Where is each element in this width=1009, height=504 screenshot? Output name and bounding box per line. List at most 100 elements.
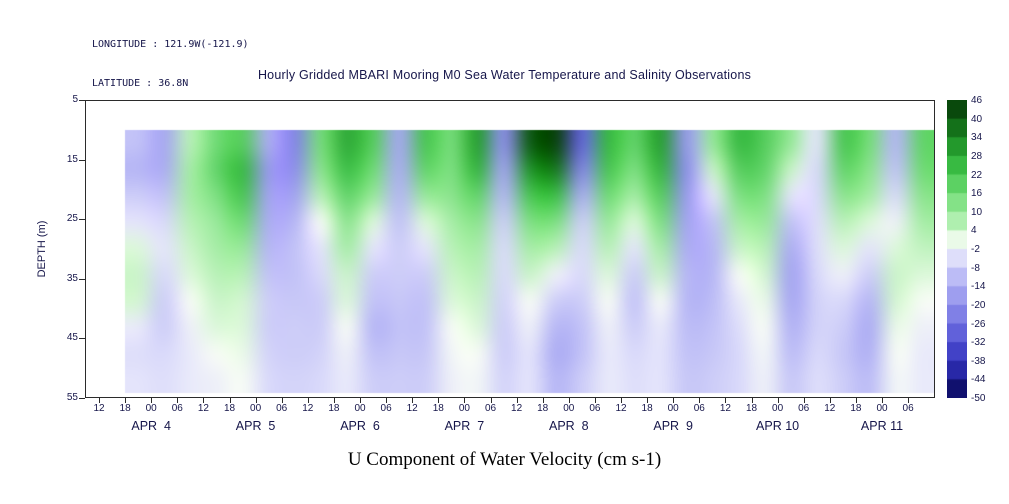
x-tick-label: 12 bbox=[197, 403, 209, 414]
colorbar-tick-label: -8 bbox=[971, 262, 980, 274]
x-tick-label: 00 bbox=[354, 403, 366, 414]
colorbar-tick-label: -20 bbox=[971, 299, 986, 311]
x-tick-mark bbox=[725, 398, 727, 403]
colorbar-tick-label: -50 bbox=[971, 393, 986, 404]
x-tick-label: 00 bbox=[145, 403, 157, 414]
x-date-label: APR 8 bbox=[548, 419, 589, 433]
x-tick-label: 06 bbox=[380, 403, 392, 414]
x-tick-label: 18 bbox=[745, 403, 758, 414]
y-tick-label: 55 bbox=[66, 392, 78, 403]
x-tick-label: 00 bbox=[876, 403, 888, 414]
x-tick-label: 06 bbox=[171, 403, 183, 414]
x-tick-mark bbox=[803, 398, 805, 403]
x-tick-mark bbox=[255, 398, 257, 403]
colorbar-tick-label: 4 bbox=[971, 225, 977, 237]
colorbar-tick-label: -32 bbox=[971, 337, 986, 349]
latitude-label: LATITUDE : 36.8N bbox=[92, 78, 189, 89]
y-tick-label: 25 bbox=[66, 213, 78, 225]
x-date-label: APR 5 bbox=[235, 419, 276, 433]
x-tick-mark bbox=[281, 398, 283, 403]
x-date-label: APR 11 bbox=[860, 419, 904, 433]
x-tick-mark bbox=[151, 398, 153, 403]
x-tick-label: 12 bbox=[406, 403, 418, 414]
x-tick-label: 06 bbox=[693, 403, 705, 414]
x-tick-label: 18 bbox=[223, 403, 236, 414]
x-date-label: APR 4 bbox=[131, 419, 171, 433]
colorbar-tick-label: 34 bbox=[971, 132, 983, 144]
colorbar-tick-label: -38 bbox=[971, 355, 986, 367]
chart-title: Hourly Gridded MBARI Mooring M0 Sea Wate… bbox=[257, 68, 752, 82]
x-tick-mark bbox=[594, 398, 596, 403]
x-tick-mark bbox=[777, 398, 779, 403]
x-tick-label: 12 bbox=[511, 403, 523, 414]
x-tick-mark bbox=[516, 398, 518, 403]
x-tick-mark bbox=[229, 398, 231, 403]
x-date-label: APR 6 bbox=[340, 419, 380, 433]
x-tick-label: 00 bbox=[563, 403, 575, 414]
x-tick-mark bbox=[125, 398, 127, 403]
y-tick-label: 35 bbox=[66, 272, 78, 284]
x-tick-label: 18 bbox=[328, 403, 340, 414]
x-tick-mark bbox=[542, 398, 544, 403]
x-tick-label: 06 bbox=[798, 403, 810, 414]
colorbar-tick-label: -26 bbox=[971, 318, 986, 330]
x-tick-label: 12 bbox=[302, 403, 314, 414]
colorbar-tick-label: 16 bbox=[971, 188, 983, 200]
x-tick-mark bbox=[882, 398, 883, 403]
colorbar-tick-label: -14 bbox=[971, 281, 986, 293]
x-tick-mark bbox=[203, 398, 205, 403]
x-tick-mark bbox=[490, 398, 492, 403]
x-tick-label: 12 bbox=[615, 403, 627, 414]
y-tick-label: 5 bbox=[72, 94, 78, 105]
colorbar-tick-label: 28 bbox=[971, 150, 983, 162]
x-tick-label: 06 bbox=[902, 403, 914, 414]
x-tick-mark bbox=[333, 398, 335, 403]
x-tick-label: 06 bbox=[276, 403, 288, 414]
x-tick-mark bbox=[751, 398, 753, 403]
x-tick-mark bbox=[699, 398, 701, 403]
x-tick-label: 12 bbox=[824, 403, 836, 414]
longitude-label: LONGITUDE : 121.9W(-121.9) bbox=[92, 39, 249, 50]
x-tick-label: 18 bbox=[432, 403, 444, 414]
x-tick-mark bbox=[307, 398, 309, 403]
x-tick-mark bbox=[177, 398, 179, 403]
x-date-label: APR 10 bbox=[756, 419, 800, 433]
x-tick-label: 00 bbox=[458, 403, 470, 414]
x-date-label: APR 9 bbox=[653, 419, 693, 433]
y-axis-label: DEPTH (m) bbox=[36, 220, 48, 278]
colorbar-tick-label: 22 bbox=[971, 169, 983, 181]
x-tick-label: 12 bbox=[719, 403, 731, 414]
x-tick-mark bbox=[673, 398, 675, 403]
x-tick-label: 18 bbox=[119, 403, 131, 414]
x-tick-mark bbox=[908, 398, 910, 403]
x-tick-label: 06 bbox=[484, 403, 497, 414]
x-tick-mark bbox=[386, 398, 388, 403]
x-tick-mark bbox=[568, 398, 570, 403]
x-tick-mark bbox=[360, 398, 361, 403]
x-axis-title: U Component of Water Velocity (cm s-1) bbox=[347, 449, 662, 470]
heatmap-canvas bbox=[85, 100, 935, 398]
x-tick-label: 00 bbox=[667, 403, 679, 414]
x-tick-mark bbox=[412, 398, 414, 403]
y-tick-label: 15 bbox=[66, 153, 78, 165]
colorbar-tick-label: -2 bbox=[971, 244, 980, 255]
x-tick-mark bbox=[647, 398, 649, 403]
x-tick-mark bbox=[829, 398, 831, 403]
x-tick-mark bbox=[464, 398, 466, 403]
y-tick-label: 45 bbox=[66, 332, 78, 344]
colorbar-tick-label: 10 bbox=[971, 206, 983, 218]
x-tick-mark bbox=[855, 398, 857, 403]
x-tick-mark bbox=[621, 398, 622, 403]
colorbar-tick-label: 46 bbox=[971, 95, 983, 106]
colorbar bbox=[947, 100, 967, 398]
colorbar-tick-label: -44 bbox=[971, 374, 986, 386]
x-tick-label: 18 bbox=[537, 403, 549, 414]
x-tick-mark bbox=[438, 398, 440, 403]
x-tick-label: 12 bbox=[93, 403, 105, 414]
x-date-label: APR 7 bbox=[444, 419, 485, 433]
y-tick-mark bbox=[79, 398, 85, 399]
x-tick-label: 18 bbox=[850, 403, 862, 414]
x-tick-mark bbox=[99, 398, 100, 403]
x-tick-label: 00 bbox=[250, 403, 262, 414]
